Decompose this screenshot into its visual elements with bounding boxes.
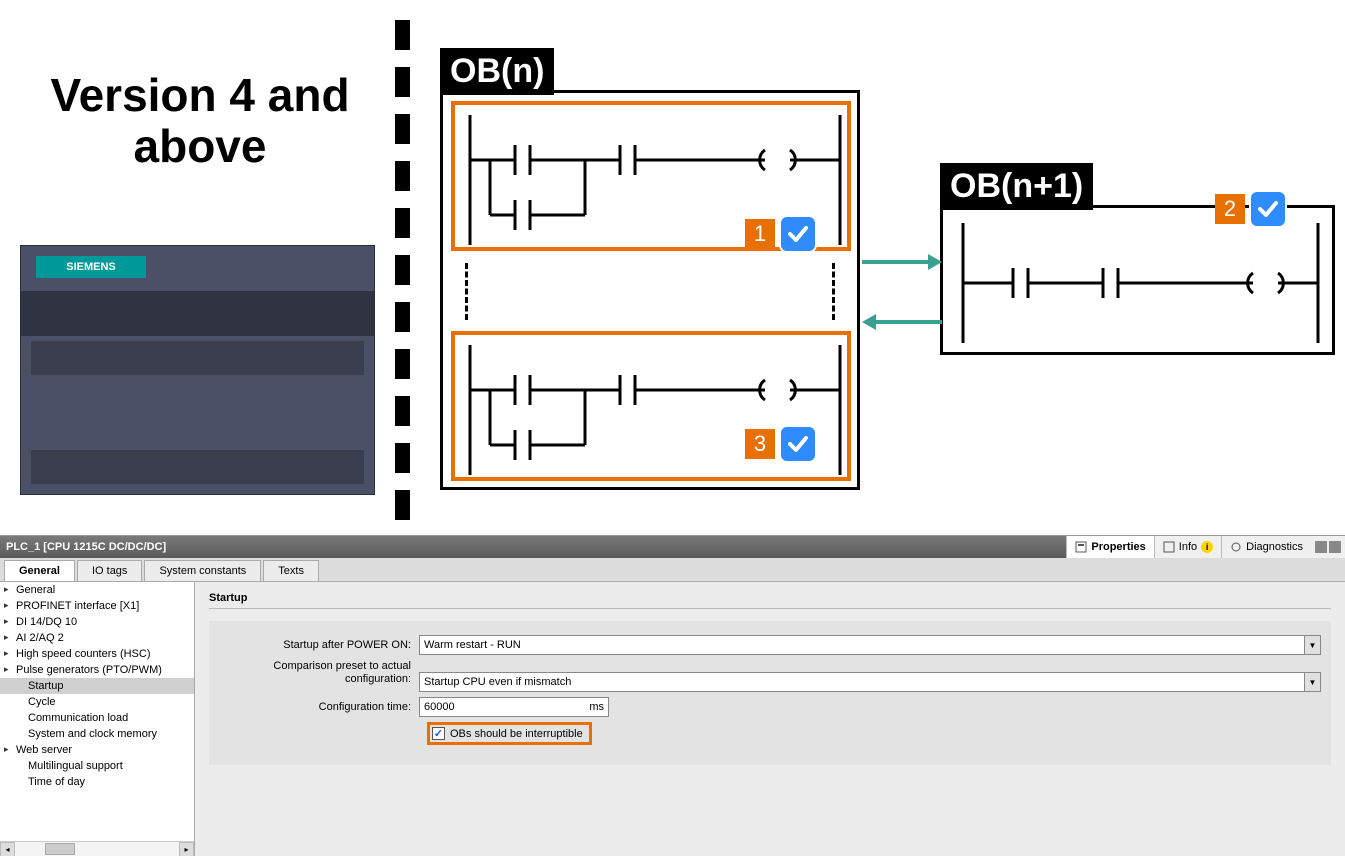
device-title: PLC_1 [CPU 1215C DC/DC/DC]: [6, 541, 166, 553]
panel-title-bar: PLC_1 [CPU 1215C DC/DC/DC] Properties In…: [0, 536, 1345, 558]
tree-scroll[interactable]: General PROFINET interface [X1] DI 14/DQ…: [0, 582, 194, 856]
vertical-divider: [395, 20, 410, 520]
row-comparison: Comparison preset to actual configuratio…: [219, 660, 1321, 692]
tree-hsc[interactable]: High speed counters (HSC): [0, 646, 194, 662]
ladder-rung-2: [943, 208, 1338, 358]
form-area: Startup Startup after POWER ON: Warm res…: [195, 582, 1345, 856]
tree-di-dq[interactable]: DI 14/DQ 10: [0, 614, 194, 630]
dashed-connector: [832, 263, 835, 320]
version-label: Version 4 and above: [30, 70, 370, 171]
dashed-connector: [465, 263, 468, 320]
comparison-label: Comparison preset to actual configuratio…: [219, 660, 419, 686]
info-icon: [1163, 541, 1175, 553]
interruptible-checkbox[interactable]: ✓: [432, 727, 445, 740]
tree-hscrollbar[interactable]: ◂ ▸: [0, 841, 194, 856]
header-tabs: Properties Info i Diagnostics: [1066, 536, 1345, 558]
tab-properties-label: Properties: [1091, 541, 1145, 553]
step-number: 1: [745, 219, 775, 249]
properties-icon: [1075, 541, 1087, 553]
step-badge-2: 2: [1215, 190, 1287, 228]
row-interruptible: ✓ OBs should be interruptible: [427, 722, 1321, 745]
tree-multilingual[interactable]: Multilingual support: [0, 758, 194, 774]
step-badge-1: 1: [745, 215, 817, 253]
interruptible-label: OBs should be interruptible: [450, 728, 583, 740]
check-icon: [779, 215, 817, 253]
plc-brand-label: SIEMENS: [36, 256, 146, 278]
subtab-general[interactable]: General: [4, 560, 75, 581]
tab-properties[interactable]: Properties: [1066, 536, 1153, 558]
plc-strip: [31, 341, 364, 375]
config-time-value: 60000: [424, 701, 455, 713]
tree-pulse[interactable]: Pulse generators (PTO/PWM): [0, 662, 194, 678]
tree-profinet[interactable]: PROFINET interface [X1]: [0, 598, 194, 614]
comparison-label-l2: configuration:: [345, 673, 411, 685]
panel-max-icon[interactable]: [1329, 541, 1341, 553]
section-title: Startup: [209, 592, 1331, 604]
startup-after-value: Warm restart - RUN: [424, 639, 521, 651]
startup-after-dropdown[interactable]: Warm restart - RUN ▼: [419, 635, 1321, 655]
check-icon: ✓: [434, 727, 443, 740]
scroll-left-icon[interactable]: ◂: [0, 842, 15, 856]
config-time-input[interactable]: 60000 ms: [419, 697, 609, 717]
tree-web-server[interactable]: Web server: [0, 742, 194, 758]
dropdown-icon[interactable]: ▼: [1304, 636, 1320, 654]
step-number: 2: [1215, 194, 1245, 224]
panel-window-controls: [1311, 536, 1345, 558]
sub-tabs: General IO tags System constants Texts: [0, 558, 1345, 582]
dropdown-icon[interactable]: ▼: [1304, 673, 1320, 691]
diagnostics-icon: [1230, 541, 1242, 553]
properties-panel: PLC_1 [CPU 1215C DC/DC/DC] Properties In…: [0, 535, 1345, 856]
check-icon: [1249, 190, 1287, 228]
row-startup-after: Startup after POWER ON: Warm restart - R…: [219, 635, 1321, 655]
scroll-right-icon[interactable]: ▸: [179, 842, 194, 856]
tree-sys-clock[interactable]: System and clock memory: [0, 726, 194, 742]
tree-comm-load[interactable]: Communication load: [0, 710, 194, 726]
scroll-track[interactable]: [15, 842, 179, 856]
tree-ai-aq[interactable]: AI 2/AQ 2: [0, 630, 194, 646]
subtab-texts[interactable]: Texts: [263, 560, 319, 581]
check-icon: [779, 425, 817, 463]
step-number: 3: [745, 429, 775, 459]
step-badge-3: 3: [745, 425, 817, 463]
diagram-area: Version 4 and above SIEMENS OB(n): [0, 0, 1345, 535]
nav-tree: General PROFINET interface [X1] DI 14/DQ…: [0, 582, 195, 856]
tree-general[interactable]: General: [0, 582, 194, 598]
ob-right-title: OB(n+1): [940, 163, 1093, 210]
comparison-dropdown[interactable]: Startup CPU even if mismatch ▼: [419, 672, 1321, 692]
config-time-label: Configuration time:: [219, 701, 419, 713]
row-config-time: Configuration time: 60000 ms: [219, 697, 1321, 717]
startup-after-label: Startup after POWER ON:: [219, 639, 419, 651]
comparison-label-l1: Comparison preset to actual: [273, 660, 411, 672]
interruptible-highlight: ✓ OBs should be interruptible: [427, 722, 592, 745]
info-badge-icon: i: [1201, 541, 1213, 553]
scroll-thumb[interactable]: [45, 843, 75, 855]
ob-main-title: OB(n): [440, 48, 554, 95]
tree-time-of-day[interactable]: Time of day: [0, 774, 194, 790]
subtab-system-constants[interactable]: System constants: [144, 560, 261, 581]
plc-strip: [31, 450, 364, 484]
tab-info-label: Info: [1179, 541, 1197, 553]
tab-diagnostics-label: Diagnostics: [1246, 541, 1303, 553]
tab-info[interactable]: Info i: [1154, 536, 1221, 558]
tab-diagnostics[interactable]: Diagnostics: [1221, 536, 1311, 558]
plc-device-image: SIEMENS: [20, 245, 375, 495]
comparison-value: Startup CPU even if mismatch: [424, 676, 571, 688]
panel-min-icon[interactable]: [1315, 541, 1327, 553]
config-time-unit: ms: [589, 701, 604, 713]
tree-startup[interactable]: Startup: [0, 678, 194, 694]
tree-cycle[interactable]: Cycle: [0, 694, 194, 710]
section-underline: [209, 608, 1331, 609]
panel-content: General PROFINET interface [X1] DI 14/DQ…: [0, 582, 1345, 856]
subtab-io-tags[interactable]: IO tags: [77, 560, 142, 581]
